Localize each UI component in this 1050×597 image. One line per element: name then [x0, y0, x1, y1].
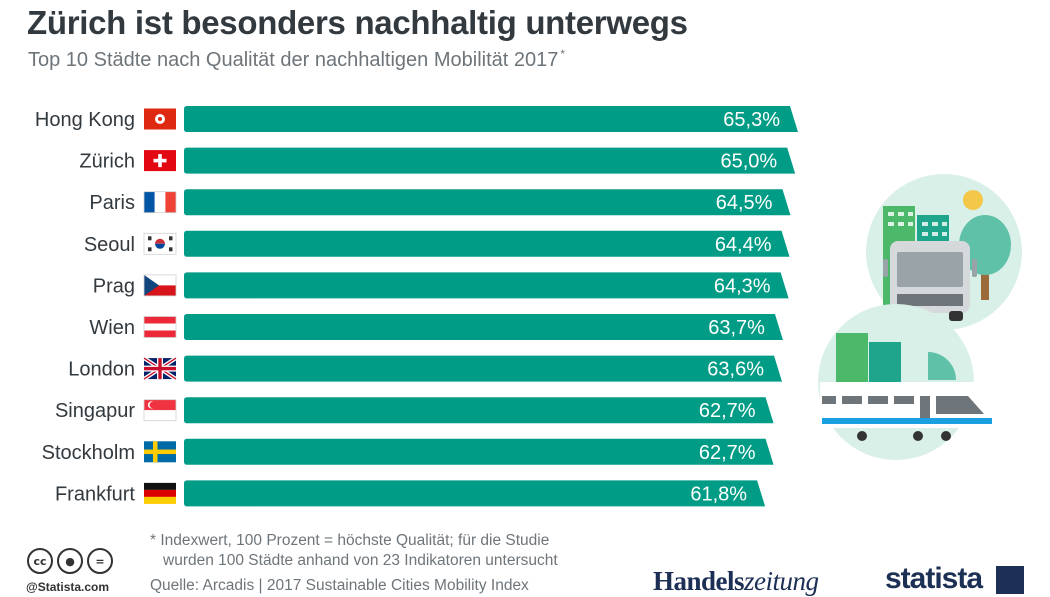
bar: [184, 397, 774, 424]
bar: [184, 106, 798, 132]
sweden-flag: [144, 441, 176, 463]
handelszeitung-logo: Handelszeitung: [653, 566, 819, 596]
switzerland-flag: [144, 150, 176, 172]
value-label: 64,5%: [716, 192, 773, 214]
category-label: Zürich: [79, 151, 135, 173]
category-label: Prag: [93, 275, 135, 297]
value-label: 61,8%: [690, 483, 747, 505]
bar: [184, 272, 789, 299]
category-label: Singapur: [55, 400, 135, 422]
category-label: Paris: [89, 192, 135, 214]
nd-icon: =: [87, 548, 113, 574]
south-korea-flag: [143, 232, 177, 255]
chart-title: Zürich ist besonders nachhaltig unterweg…: [27, 4, 688, 41]
value-label: 63,6%: [707, 359, 764, 381]
bar: [184, 189, 791, 216]
bar: [184, 147, 796, 174]
germany-flag: [144, 482, 176, 504]
singapore-flag: [143, 399, 177, 422]
czech-flag: [143, 274, 177, 297]
bar: [184, 355, 783, 382]
chart-subtitle: Top 10 Städte nach Qualität der nachhalt…: [28, 47, 566, 71]
attribution: @Statista.com: [26, 580, 110, 594]
category-label: Stockholm: [42, 442, 135, 464]
value-label: 65,0%: [720, 151, 777, 173]
license-icons: cc ● =: [27, 548, 113, 574]
uk-flag: [142, 356, 178, 381]
train-illustration: [818, 304, 998, 460]
by-icon: ●: [57, 548, 83, 574]
value-label: 64,3%: [714, 275, 771, 297]
statista-logo: statista: [885, 562, 983, 595]
bar: [184, 480, 766, 507]
value-label: 64,4%: [715, 234, 772, 256]
statista-logo-icon: [996, 566, 1024, 594]
cc-icon: cc: [27, 548, 53, 574]
austria-flag: [143, 316, 177, 338]
bus-illustration: [866, 174, 1022, 330]
value-label: 65,3%: [723, 109, 780, 131]
category-label: Frankfurt: [55, 483, 135, 505]
footnote: * Indexwert, 100 Prozent = höchste Quali…: [150, 532, 558, 569]
category-label: London: [68, 359, 135, 381]
source-text: Quelle: Arcadis | 2017 Sustainable Citie…: [150, 577, 529, 594]
value-label: 62,7%: [699, 442, 756, 464]
category-label: Seoul: [84, 234, 135, 256]
value-label: 63,7%: [708, 317, 765, 339]
hong-kong-flag: [144, 108, 176, 130]
category-label: Wien: [89, 317, 135, 339]
bar: [184, 314, 783, 340]
category-label: Hong Kong: [35, 109, 135, 131]
bar: [184, 230, 790, 257]
value-label: 62,7%: [699, 400, 756, 422]
bar: [184, 438, 774, 465]
france-flag: [143, 191, 177, 214]
